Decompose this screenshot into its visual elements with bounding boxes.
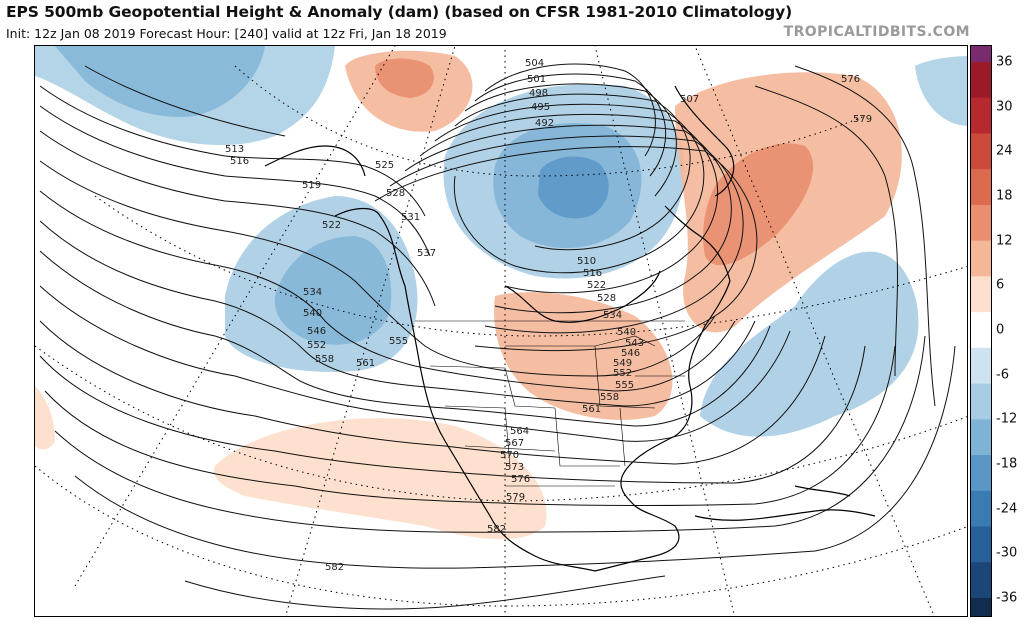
anomaly-positive-subtropical <box>213 418 547 540</box>
anomaly-positive-alaska-core <box>375 58 434 98</box>
colorbar-tick-label: -36 <box>996 590 1018 606</box>
contour-label: 516 <box>583 268 602 279</box>
colorbar-tick-label: 12 <box>996 233 1013 249</box>
colorbar-tick-label: 0 <box>996 322 1005 338</box>
contour-label: 537 <box>417 248 436 259</box>
colorbar-segment <box>970 45 992 63</box>
contour-label: 525 <box>375 160 394 171</box>
colorbar-border <box>970 45 992 617</box>
colorbar-segment <box>970 383 992 420</box>
page-title: EPS 500mb Geopotential Height & Anomaly … <box>6 3 793 21</box>
colorbar-tick-label: -18 <box>996 456 1018 472</box>
contour-label: 552 <box>307 340 326 351</box>
anomaly-negative-hudson-core <box>538 156 609 219</box>
colorbar-segment <box>970 419 992 456</box>
contour-label: 555 <box>615 380 634 391</box>
contour-label: 573 <box>505 462 524 473</box>
anomaly-negative-northeast <box>915 56 967 126</box>
contour-label: 567 <box>505 438 524 449</box>
contour-label: 513 <box>225 144 244 155</box>
contour-label: 540 <box>617 327 636 338</box>
coastlines <box>264 85 876 572</box>
colorbar-segment <box>970 240 992 277</box>
contour-label: 555 <box>389 336 408 347</box>
colorbar-tick-label: 18 <box>996 188 1013 204</box>
contour-label: 534 <box>303 287 322 298</box>
colorbar-tick-label: -24 <box>996 501 1018 517</box>
contour-label: 561 <box>356 358 375 369</box>
colorbar-segment <box>970 276 992 313</box>
contour-label: 552 <box>613 368 632 379</box>
colorbar-segment <box>970 169 992 206</box>
contour-label: 579 <box>853 114 872 125</box>
colorbar-segment <box>970 62 992 99</box>
contour-label: 522 <box>322 220 341 231</box>
contour-label: 576 <box>511 474 530 485</box>
contour-label: 504 <box>525 58 544 69</box>
contour-label: 558 <box>315 354 334 365</box>
anomaly-negative-pacific-core <box>55 46 265 117</box>
anomaly-negative-atlantic <box>700 251 919 437</box>
anomaly-shading <box>35 46 967 540</box>
colorbar <box>970 45 992 617</box>
colorbar-segment <box>970 490 992 528</box>
map-panel: 504 501 498 495 492 507 576 579 513 516 … <box>34 45 968 617</box>
contour-label: 570 <box>500 450 519 461</box>
colorbar-segment <box>970 598 992 617</box>
anomaly-positive-central-us <box>494 292 673 420</box>
contour-label: 576 <box>841 74 860 85</box>
colorbar-segment <box>970 204 992 242</box>
contour-label: 519 <box>302 180 321 191</box>
map-canvas: 504 501 498 495 492 507 576 579 513 516 … <box>35 46 967 616</box>
colorbar-segment <box>970 133 992 170</box>
contour-label: 528 <box>597 293 616 304</box>
state-borders <box>415 320 685 487</box>
contour-label: 582 <box>487 524 506 535</box>
colorbar-tick-label: 36 <box>996 54 1013 70</box>
forecast-info: Init: 12z Jan 08 2019 Forecast Hour: [24… <box>6 26 447 41</box>
contour-label: 546 <box>621 348 640 359</box>
contour-label: 501 <box>527 74 546 85</box>
contour-label: 534 <box>603 310 622 321</box>
contour-label: 546 <box>307 326 326 337</box>
contour-label: 549 <box>613 358 632 369</box>
contour-label: 561 <box>582 404 601 415</box>
colorbar-segment <box>970 312 992 349</box>
contour-label: 582 <box>325 562 344 573</box>
contour-label: 531 <box>401 212 420 223</box>
contour-labels: 504 501 498 495 492 507 576 579 513 516 … <box>225 58 872 573</box>
contour-label: 564 <box>510 426 529 437</box>
graticule <box>35 46 967 616</box>
colorbar-segment <box>970 455 992 492</box>
contour-label: 492 <box>535 118 554 129</box>
contour-label: 540 <box>303 308 322 319</box>
contour-label: 558 <box>600 392 619 403</box>
contour-label: 507 <box>680 94 699 105</box>
contour-label: 510 <box>577 256 596 267</box>
height-contours <box>39 63 956 610</box>
contour-label: 495 <box>531 102 550 113</box>
contour-label: 516 <box>230 156 249 167</box>
colorbar-segment <box>970 347 992 385</box>
colorbar-tick-label: 24 <box>996 143 1013 159</box>
colorbar-segment <box>970 97 992 134</box>
contour-label: 543 <box>625 338 644 349</box>
colorbar-tick-label: -6 <box>996 367 1009 383</box>
contour-label: 522 <box>587 280 606 291</box>
colorbar-tick-label: 30 <box>996 99 1013 115</box>
contour-label: 528 <box>386 188 405 199</box>
colorbar-tick-label: -12 <box>996 411 1018 427</box>
colorbar-segment <box>970 562 992 599</box>
contour-label: 498 <box>529 88 548 99</box>
colorbar-tick-label: -30 <box>996 545 1018 561</box>
contour-label: 579 <box>506 492 525 503</box>
anomaly-positive-farwest <box>35 386 55 450</box>
colorbar-segment <box>970 526 992 563</box>
anomaly-negative-westcoast-core <box>274 236 392 345</box>
brand-watermark: TROPICALTIDBITS.COM <box>783 24 970 40</box>
colorbar-tick-label: 6 <box>996 277 1005 293</box>
